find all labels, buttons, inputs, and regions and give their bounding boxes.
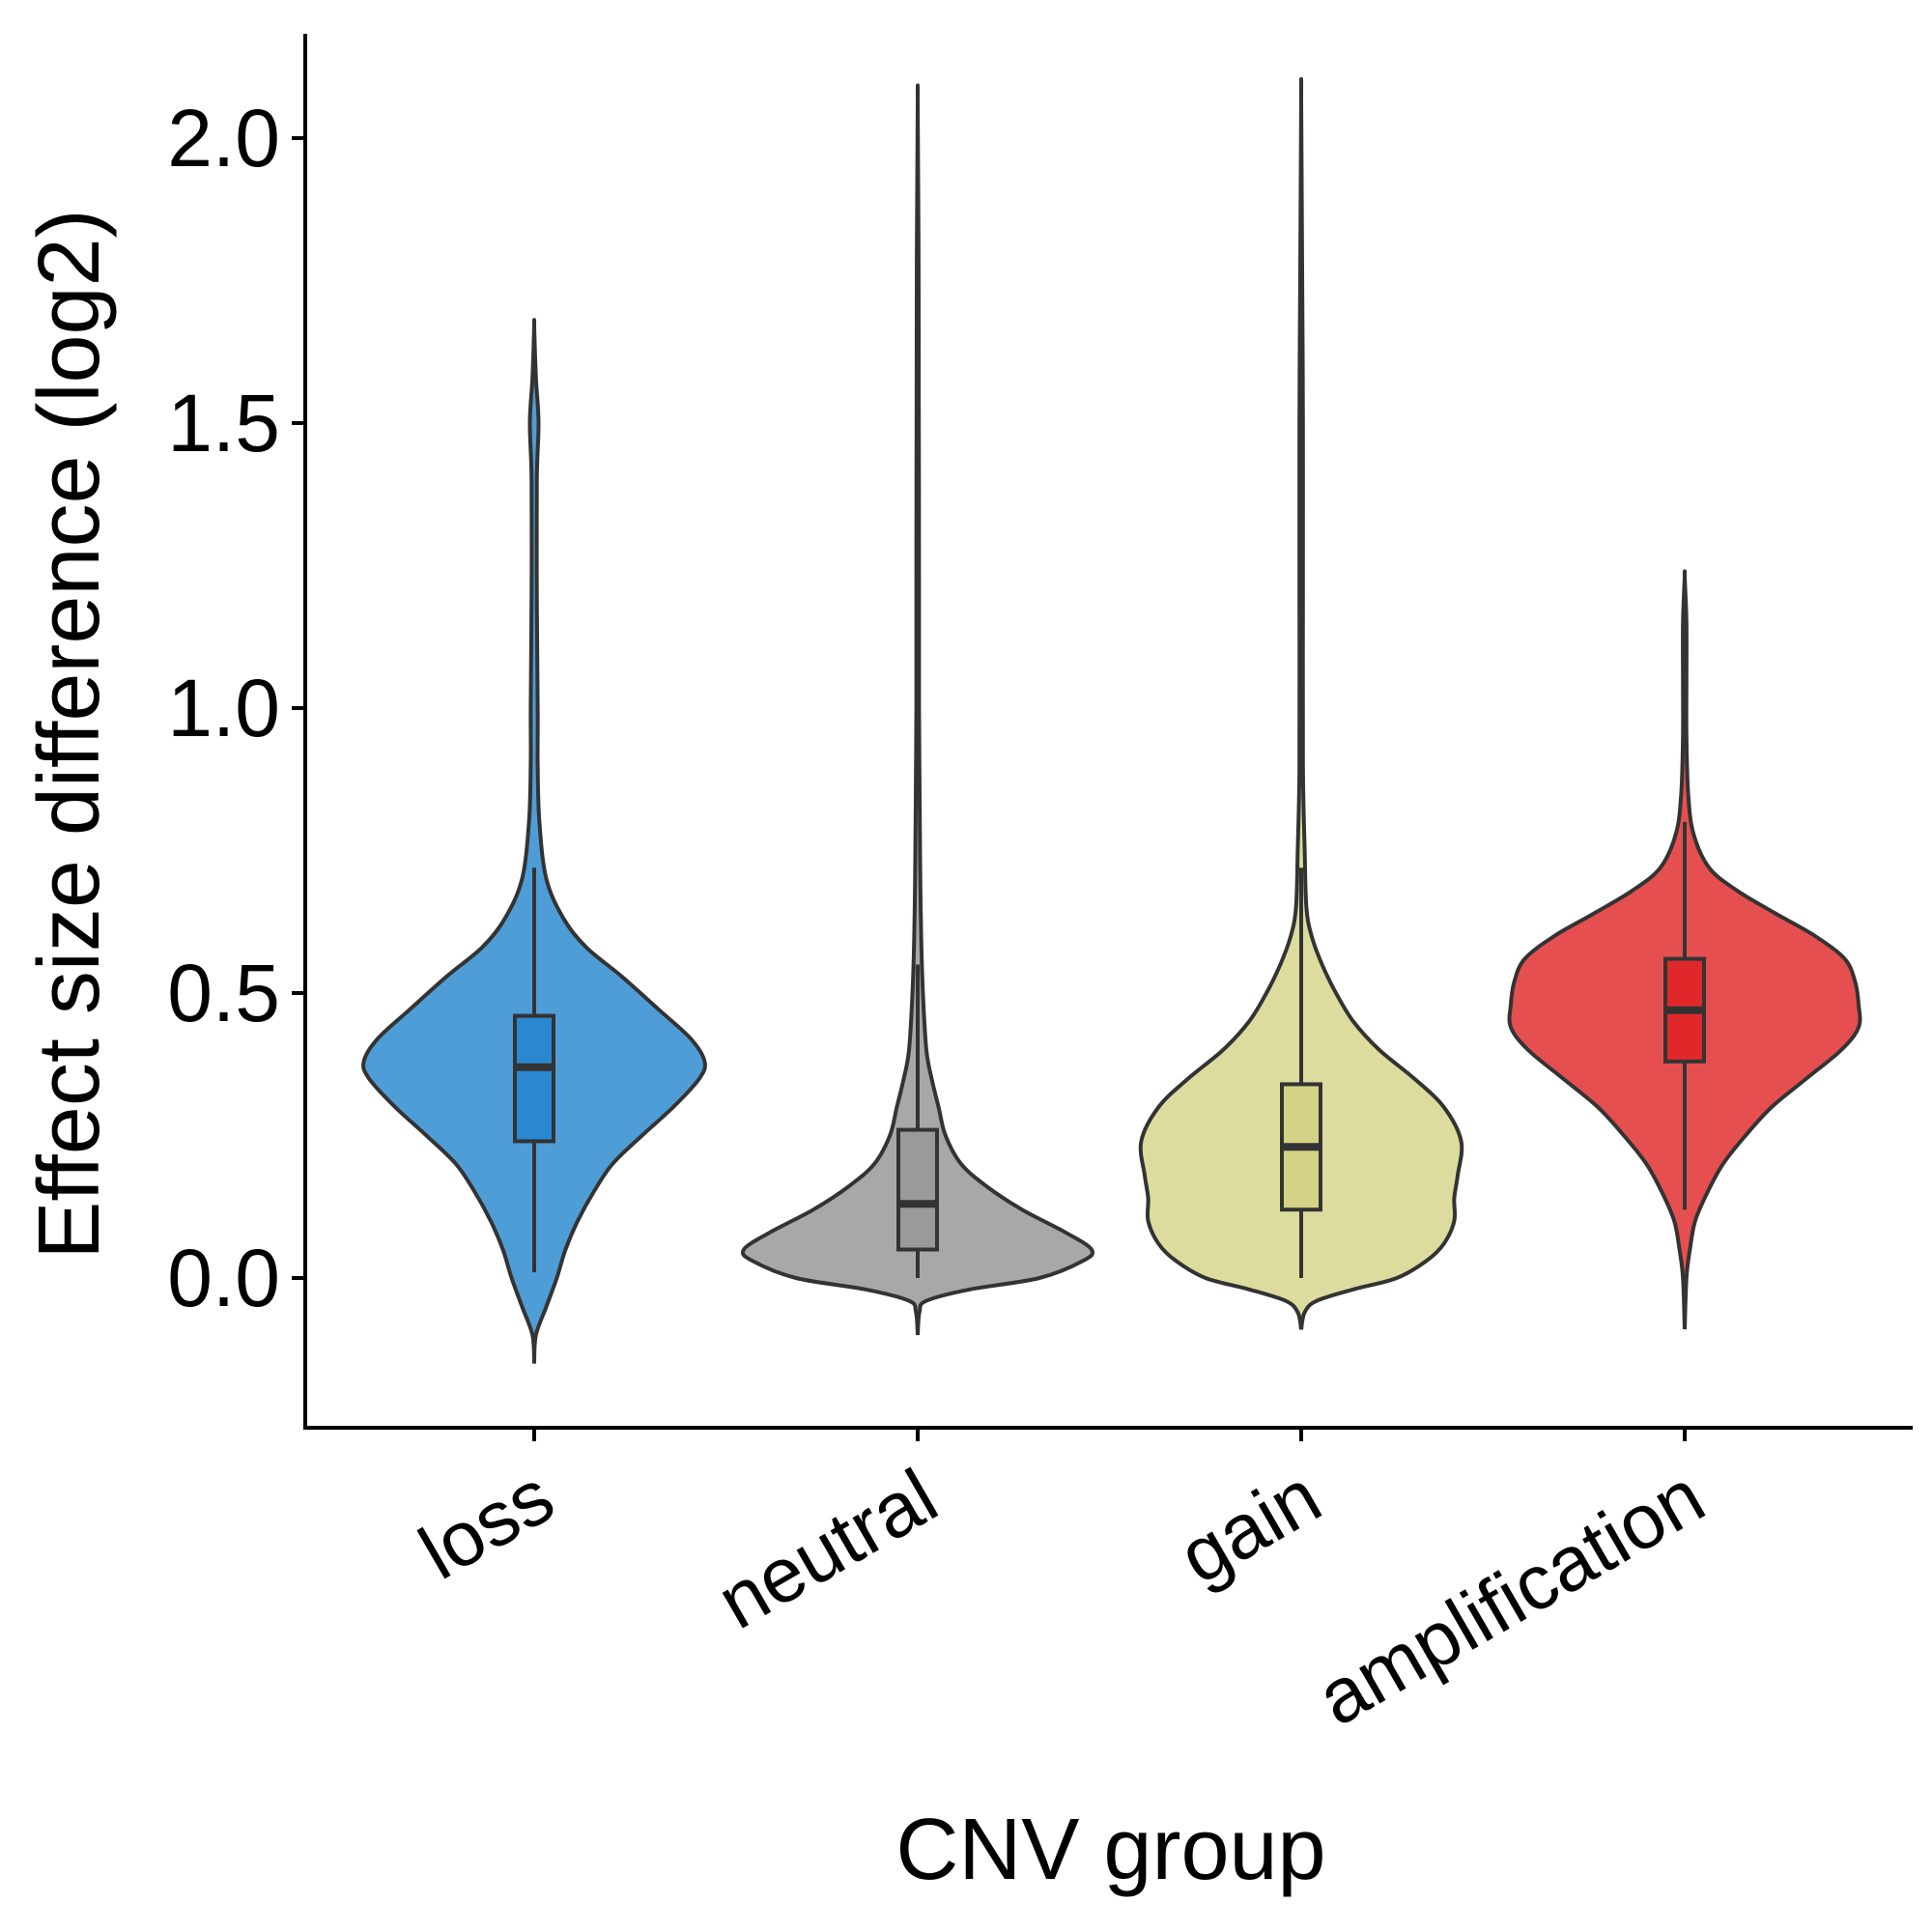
y-tick-label: 2.0 <box>167 93 280 184</box>
x-tick-label-neutral: neutral <box>703 1453 951 1645</box>
y-tick-label: 1.5 <box>167 378 280 469</box>
x-tick-label-gain: gain <box>1165 1453 1334 1601</box>
x-tick-label-amplification: amplification <box>1303 1453 1719 1742</box>
y-tick-label: 1.0 <box>167 663 280 753</box>
violin-group-neutral <box>740 83 1095 1336</box>
violin-neutral <box>740 83 1095 1336</box>
violin-group-loss <box>361 318 707 1364</box>
box-loss <box>513 1013 555 1144</box>
violin-group-amplification <box>1507 569 1862 1330</box>
y-axis-title: Effect size difference (log2) <box>21 209 118 1259</box>
violin-gain <box>1138 76 1464 1330</box>
x-tick-label-loss: loss <box>406 1453 568 1596</box>
violin-group-gain <box>1138 76 1464 1330</box>
plot-area <box>361 76 1862 1364</box>
x-axis-title: CNV group <box>895 1802 1325 1898</box>
y-tick-label: 0.5 <box>167 948 280 1038</box>
violin-loss <box>361 318 707 1364</box>
box-neutral <box>896 1127 939 1252</box>
y-tick-label: 0.0 <box>167 1233 280 1323</box>
